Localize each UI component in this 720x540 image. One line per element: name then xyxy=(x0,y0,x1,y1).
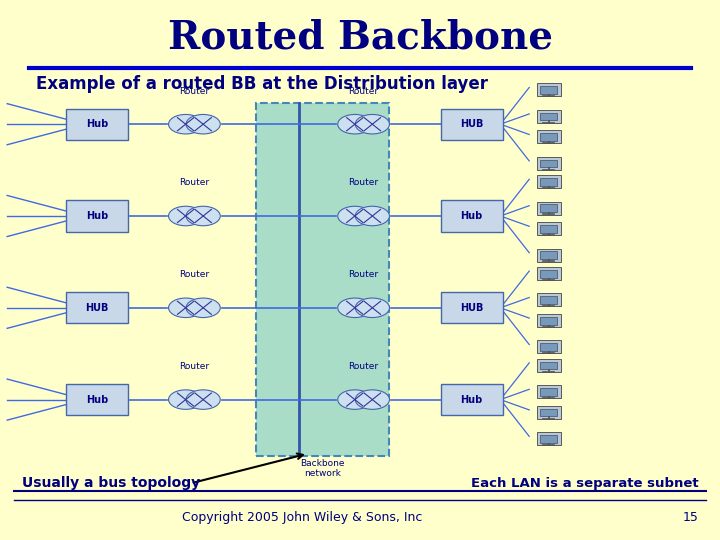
FancyBboxPatch shape xyxy=(540,317,557,325)
FancyBboxPatch shape xyxy=(536,432,561,445)
Ellipse shape xyxy=(168,114,203,134)
FancyBboxPatch shape xyxy=(540,160,557,167)
FancyBboxPatch shape xyxy=(66,292,128,323)
FancyBboxPatch shape xyxy=(66,200,128,232)
FancyBboxPatch shape xyxy=(66,109,128,140)
Text: Backbone
network: Backbone network xyxy=(300,459,344,478)
Text: Hub: Hub xyxy=(86,119,108,129)
Ellipse shape xyxy=(338,390,372,409)
FancyBboxPatch shape xyxy=(540,205,557,212)
Text: Example of a routed BB at the Distribution layer: Example of a routed BB at the Distributi… xyxy=(36,75,488,93)
Ellipse shape xyxy=(338,114,372,134)
FancyBboxPatch shape xyxy=(540,252,557,259)
FancyBboxPatch shape xyxy=(540,178,557,186)
Ellipse shape xyxy=(338,206,372,226)
Ellipse shape xyxy=(168,298,203,318)
Ellipse shape xyxy=(338,298,372,318)
Text: HUB: HUB xyxy=(460,119,483,129)
FancyBboxPatch shape xyxy=(540,133,557,141)
Ellipse shape xyxy=(168,206,203,226)
Text: Hub: Hub xyxy=(461,211,482,221)
FancyBboxPatch shape xyxy=(540,296,557,304)
FancyBboxPatch shape xyxy=(536,248,561,261)
FancyBboxPatch shape xyxy=(441,384,503,415)
FancyBboxPatch shape xyxy=(536,359,561,372)
Text: Copyright 2005 John Wiley & Sons, Inc: Copyright 2005 John Wiley & Sons, Inc xyxy=(182,511,423,524)
Ellipse shape xyxy=(186,298,220,318)
FancyBboxPatch shape xyxy=(441,200,503,232)
FancyBboxPatch shape xyxy=(540,113,557,120)
Ellipse shape xyxy=(186,114,220,134)
FancyBboxPatch shape xyxy=(536,385,561,398)
FancyBboxPatch shape xyxy=(540,362,557,369)
Ellipse shape xyxy=(355,206,390,226)
FancyBboxPatch shape xyxy=(536,175,561,188)
FancyBboxPatch shape xyxy=(536,130,561,143)
Text: Routed Backbone: Routed Backbone xyxy=(168,19,552,57)
FancyBboxPatch shape xyxy=(536,267,561,280)
FancyBboxPatch shape xyxy=(540,343,557,351)
FancyBboxPatch shape xyxy=(540,270,557,278)
Text: Router: Router xyxy=(348,362,379,371)
Text: Router: Router xyxy=(348,86,379,96)
FancyBboxPatch shape xyxy=(540,409,557,416)
Text: HUB: HUB xyxy=(86,303,109,313)
Text: Each LAN is a separate subnet: Each LAN is a separate subnet xyxy=(471,477,698,490)
FancyBboxPatch shape xyxy=(536,406,561,419)
FancyBboxPatch shape xyxy=(441,109,503,140)
Text: Hub: Hub xyxy=(461,395,482,404)
Ellipse shape xyxy=(355,390,390,409)
Text: Router: Router xyxy=(179,86,210,96)
FancyBboxPatch shape xyxy=(540,225,557,233)
FancyBboxPatch shape xyxy=(536,157,561,170)
FancyBboxPatch shape xyxy=(536,222,561,235)
FancyBboxPatch shape xyxy=(256,103,389,456)
Text: HUB: HUB xyxy=(460,303,483,313)
Text: Router: Router xyxy=(179,362,210,371)
Text: Router: Router xyxy=(179,270,210,279)
Text: Hub: Hub xyxy=(86,211,108,221)
FancyBboxPatch shape xyxy=(540,86,557,94)
FancyBboxPatch shape xyxy=(536,293,561,306)
FancyBboxPatch shape xyxy=(536,83,561,96)
Text: Router: Router xyxy=(348,178,379,187)
Text: 15: 15 xyxy=(683,511,698,524)
Text: Router: Router xyxy=(348,270,379,279)
FancyBboxPatch shape xyxy=(540,388,557,396)
Ellipse shape xyxy=(168,390,203,409)
FancyBboxPatch shape xyxy=(66,384,128,415)
FancyBboxPatch shape xyxy=(536,340,561,353)
FancyBboxPatch shape xyxy=(536,110,561,123)
Text: Hub: Hub xyxy=(86,395,108,404)
FancyBboxPatch shape xyxy=(536,314,561,327)
FancyBboxPatch shape xyxy=(441,292,503,323)
Text: Router: Router xyxy=(179,178,210,187)
FancyBboxPatch shape xyxy=(536,201,561,214)
Ellipse shape xyxy=(355,298,390,318)
FancyBboxPatch shape xyxy=(540,435,557,443)
Ellipse shape xyxy=(355,114,390,134)
Ellipse shape xyxy=(186,206,220,226)
Text: Usually a bus topology: Usually a bus topology xyxy=(22,476,199,490)
Ellipse shape xyxy=(186,390,220,409)
